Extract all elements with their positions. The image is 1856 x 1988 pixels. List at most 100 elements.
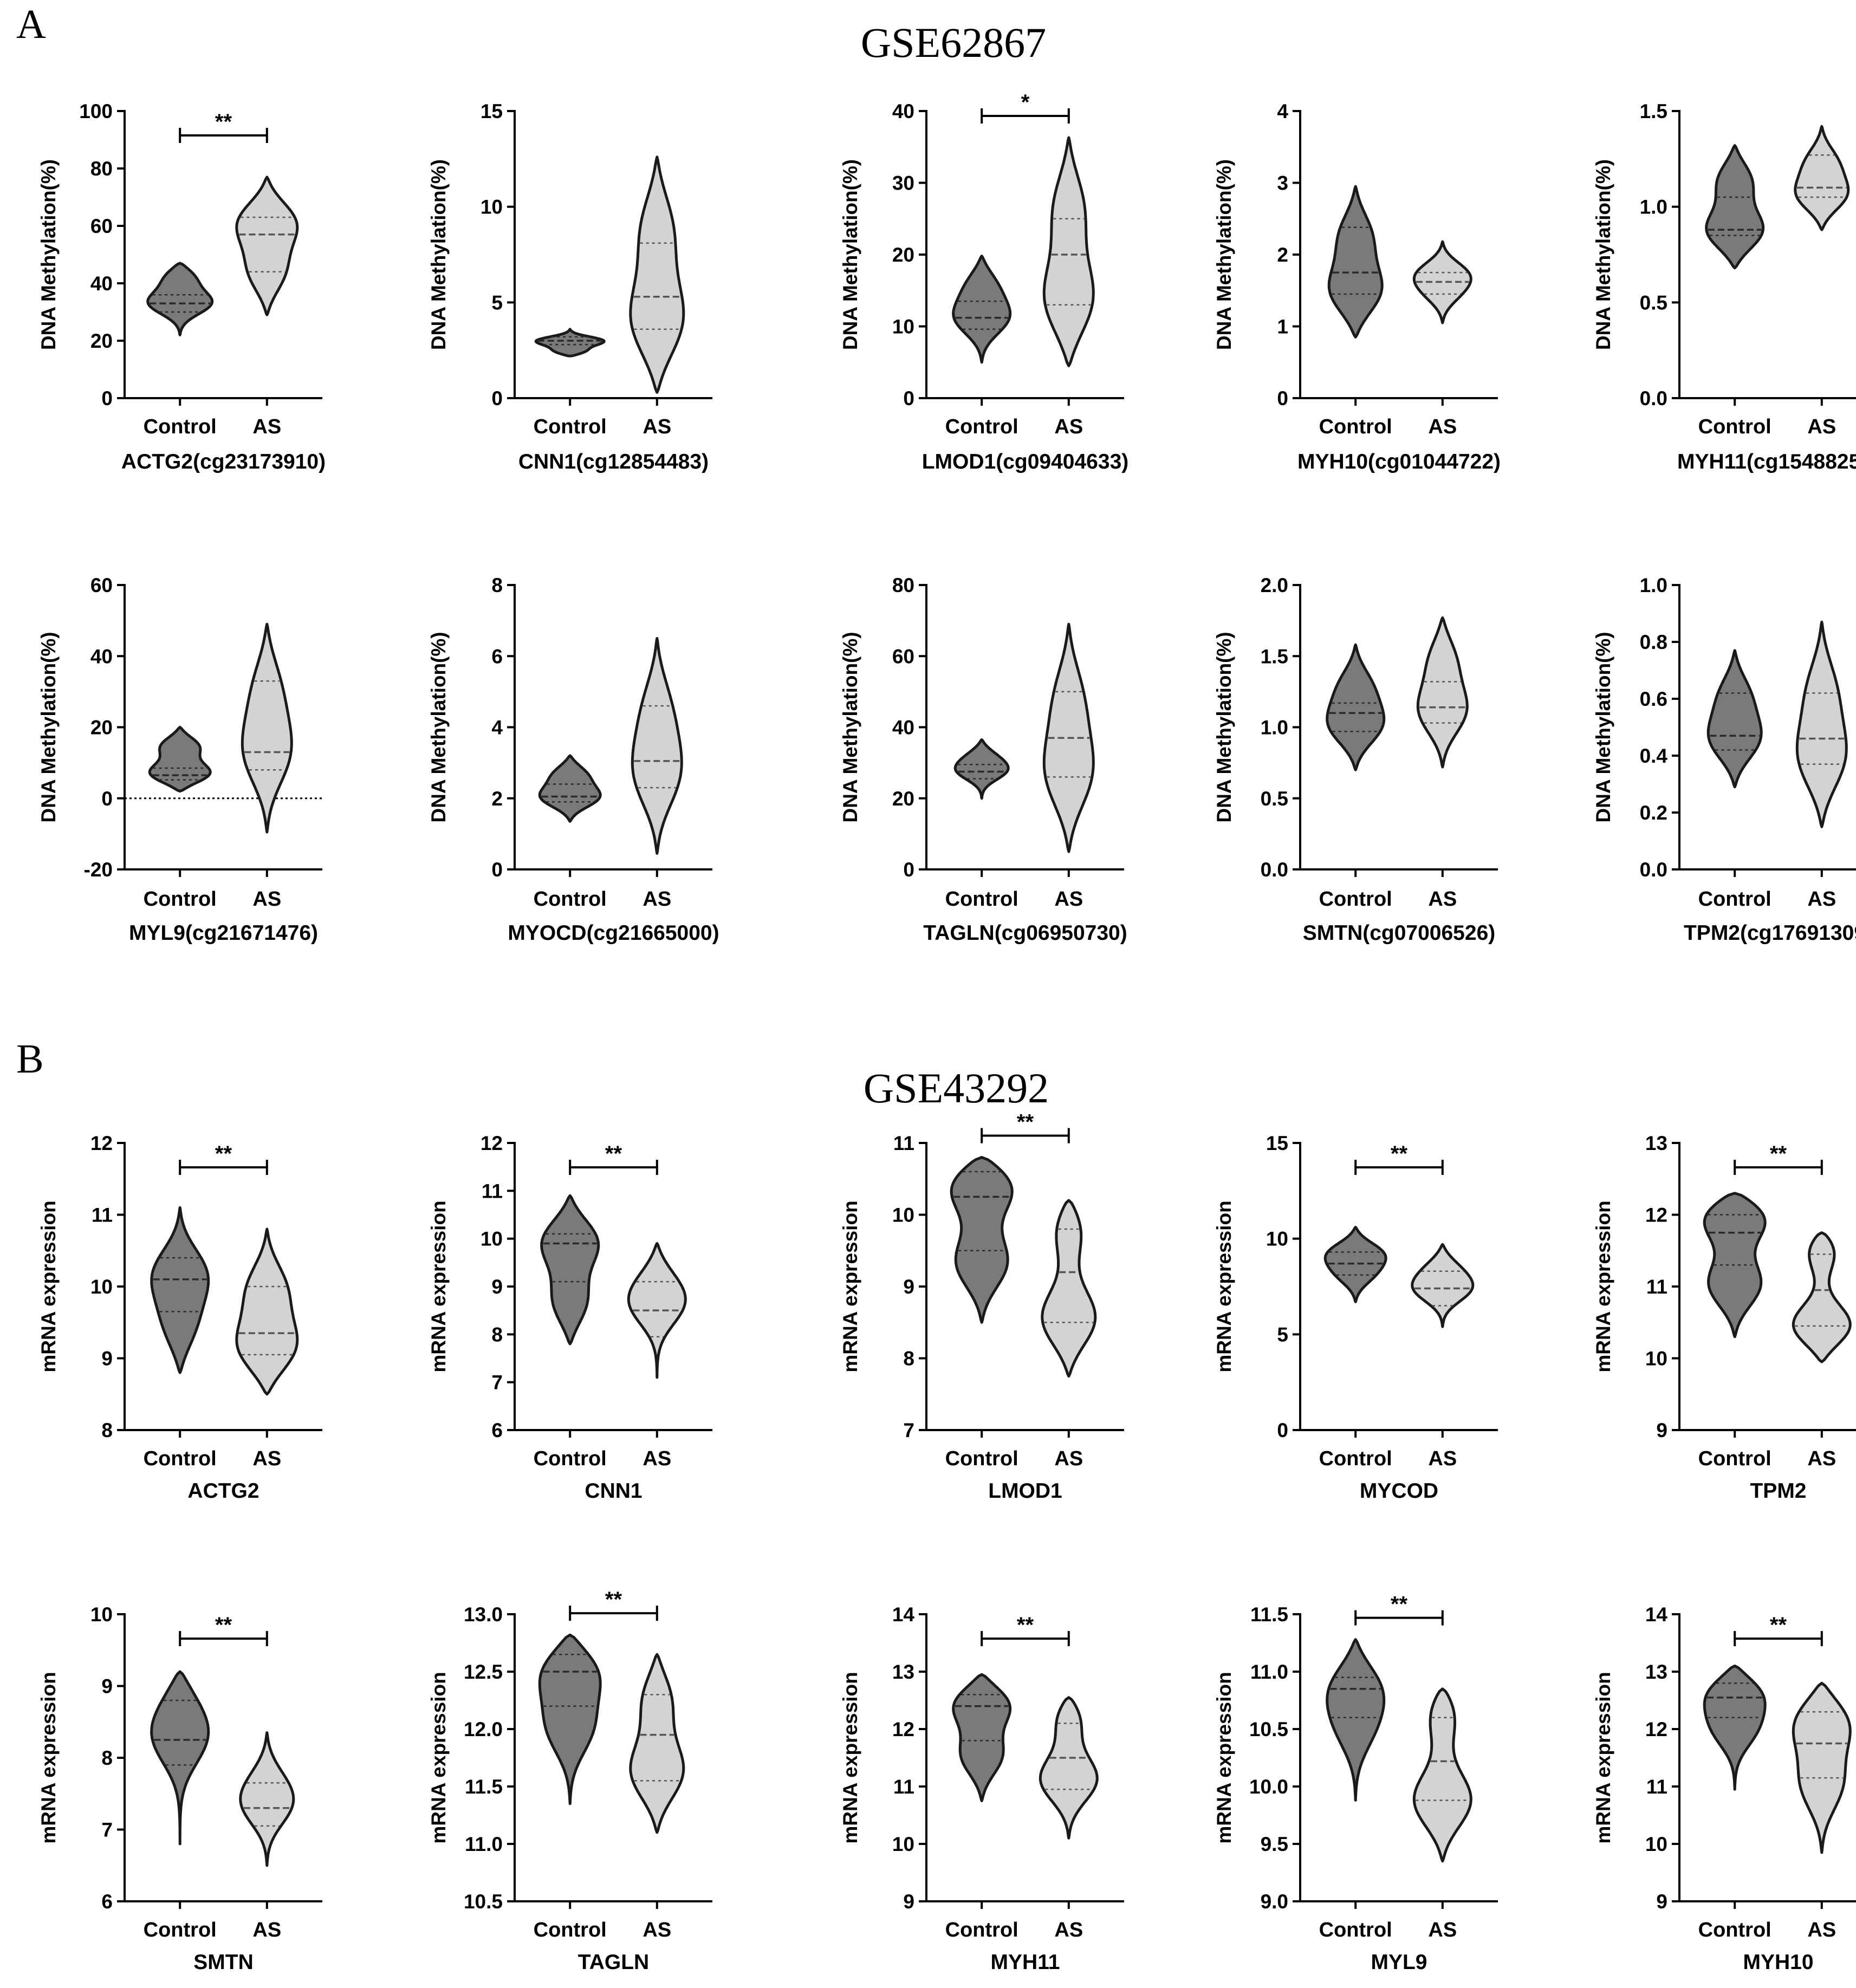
violin-as: [629, 1653, 685, 1834]
panel-b-title: GSE43292: [864, 1064, 1049, 1112]
y-tick-label: 40: [892, 100, 914, 122]
chart-actg2-mrna: 8 9 10 11 12 mRNA expression Control AS ACTG2 **: [37, 1132, 322, 1503]
y-tick-label: 7: [491, 1372, 503, 1394]
y-tick-label: 6: [101, 1890, 113, 1913]
violin-control: [952, 255, 1012, 364]
chart-tagln-methylation: 0 20 40 60 80 DNA Methylation(%) Control AS TAGL…: [839, 574, 1127, 945]
y-tick-label: 9: [101, 1675, 113, 1698]
y-tick-label: 20: [90, 717, 113, 739]
x-axis-title: SMTN(cg07006526): [1303, 921, 1496, 945]
y-axis-title: DNA Methylation(%): [427, 159, 450, 350]
y-tick-label: 0: [903, 859, 914, 881]
y-tick-label: 12.0: [464, 1718, 503, 1740]
x-category-label-control: Control: [1319, 1919, 1392, 1941]
x-axis-title: LMOD1: [988, 1479, 1062, 1503]
y-axis-title: mRNA expression: [839, 1200, 861, 1372]
chart-myl9-methylation: -20 0 20 40 60 DNA Methylation(%) Control AS MYL…: [37, 574, 322, 945]
chart-smtn-methylation: 0.0 0.5 1.0 1.5 2.0 DNA Methylation(%) Control…: [1213, 574, 1498, 945]
chart-tpm2-methylation: 0.0 0.2 0.4 0.6 0.8 1.0 DNA Methylation(%) Cont…: [1592, 574, 1856, 945]
x-category-label-control: Control: [144, 415, 217, 438]
y-tick-label: 9.5: [1261, 1833, 1288, 1855]
y-tick-label: 12: [892, 1718, 914, 1740]
x-category-label-control: Control: [1319, 888, 1392, 911]
x-category-label-as: AS: [1054, 415, 1083, 438]
x-category-label-control: Control: [534, 1447, 607, 1470]
y-tick-label: 9: [491, 1276, 503, 1298]
y-tick-label: 13.0: [464, 1603, 503, 1626]
x-axis-title: MYOCD(cg21665000): [508, 921, 719, 945]
panel-a-title: GSE62867: [861, 19, 1046, 66]
chart-smtn-mrna: 6 7 8 9 10 mRNA expression Control AS SMTN **: [37, 1603, 322, 1974]
y-tick-label: 13: [1645, 1661, 1667, 1683]
x-category-label-control: Control: [144, 1447, 217, 1470]
y-tick-label: 8: [101, 1419, 113, 1441]
y-tick-label: 12: [1645, 1718, 1667, 1740]
y-tick-label: 7: [903, 1419, 914, 1441]
x-category-label-control: Control: [1698, 1447, 1771, 1470]
y-tick-label: 10: [892, 1204, 914, 1226]
y-tick-label: 40: [90, 272, 113, 295]
violin-as: [1039, 1696, 1099, 1840]
chart-lmod1-methylation: 0 10 20 30 40 DNA Methylation(%) Control AS LMOD…: [839, 90, 1128, 473]
y-axis-title: mRNA expression: [1213, 1200, 1235, 1372]
y-tick-label: 14: [1645, 1603, 1668, 1626]
y-tick-label: 40: [90, 645, 113, 667]
y-tick-label: 5: [491, 291, 503, 314]
panel-a-letter: A: [16, 2, 46, 47]
y-tick-label: 9.0: [1261, 1890, 1288, 1913]
violin-as: [235, 1227, 299, 1396]
x-category-label-control: Control: [1698, 415, 1771, 438]
x-category-label-control: Control: [945, 1447, 1018, 1470]
y-axis-title: mRNA expression: [839, 1672, 861, 1843]
chart-myh10-methylation: 0 1 2 3 4 DNA Methylation(%) Control AS MYH10(cg…: [1213, 100, 1501, 473]
x-axis-title: CNN1(cg12854483): [518, 450, 709, 473]
y-tick-label: 0.6: [1640, 688, 1667, 710]
violin-as: [239, 1731, 295, 1867]
x-category-label-as: AS: [1807, 1919, 1836, 1941]
x-axis-title: MYL9: [1371, 1951, 1427, 1974]
y-tick-label: 11: [893, 1132, 914, 1154]
chart-myocd-methylation: 0 2 4 6 8 DNA Methylation(%) Control AS MYOCD(cg…: [427, 574, 719, 945]
violin-control: [538, 754, 602, 823]
x-category-label-control: Control: [534, 1919, 607, 1941]
x-category-label-as: AS: [643, 888, 671, 911]
y-tick-label: 10: [1645, 1348, 1667, 1370]
y-tick-label: 9: [903, 1890, 914, 1913]
y-tick-label: 11.0: [1250, 1661, 1288, 1683]
y-tick-label: 0.0: [1640, 859, 1667, 881]
y-tick-label: 1: [1277, 316, 1288, 338]
x-category-label-control: Control: [144, 1919, 217, 1941]
y-tick-label: 10: [90, 1603, 113, 1626]
violin-control: [540, 1194, 600, 1346]
significance-label: **: [1391, 1142, 1408, 1166]
y-axis-title: mRNA expression: [1592, 1672, 1614, 1843]
y-tick-label: 7: [101, 1819, 113, 1841]
violin-control: [150, 1670, 210, 1846]
y-tick-label: 0: [101, 788, 113, 810]
y-tick-label: 10: [1645, 1833, 1667, 1855]
y-tick-label: 80: [892, 574, 914, 596]
violin-control: [146, 262, 214, 336]
y-tick-label: 0.4: [1640, 745, 1668, 767]
chart-actg2-methylation: 0 20 40 60 80 100 DNA Methylation(%) Control AS A…: [37, 100, 326, 473]
y-tick-label: 1.0: [1261, 717, 1288, 739]
x-category-label-as: AS: [252, 888, 281, 911]
x-category-label-control: Control: [1698, 1919, 1771, 1941]
y-axis-title: DNA Methylation(%): [1213, 632, 1235, 822]
violin-as: [1412, 240, 1472, 324]
y-tick-label: 10: [481, 1228, 503, 1250]
violin-control: [1326, 1638, 1386, 1802]
significance-label: **: [1391, 1593, 1408, 1616]
y-tick-label: 2: [1277, 244, 1288, 266]
x-category-label-as: AS: [1807, 1447, 1836, 1470]
x-category-label-as: AS: [1428, 415, 1457, 438]
y-tick-label: 100: [79, 100, 113, 122]
y-tick-label: 9: [1656, 1419, 1667, 1441]
x-axis-title: MYL9(cg21671476): [129, 921, 318, 945]
y-tick-label: 0.5: [1261, 788, 1288, 810]
x-category-label-as: AS: [643, 1919, 671, 1941]
y-tick-label: 4: [1277, 100, 1288, 122]
y-tick-label: 60: [892, 645, 914, 667]
